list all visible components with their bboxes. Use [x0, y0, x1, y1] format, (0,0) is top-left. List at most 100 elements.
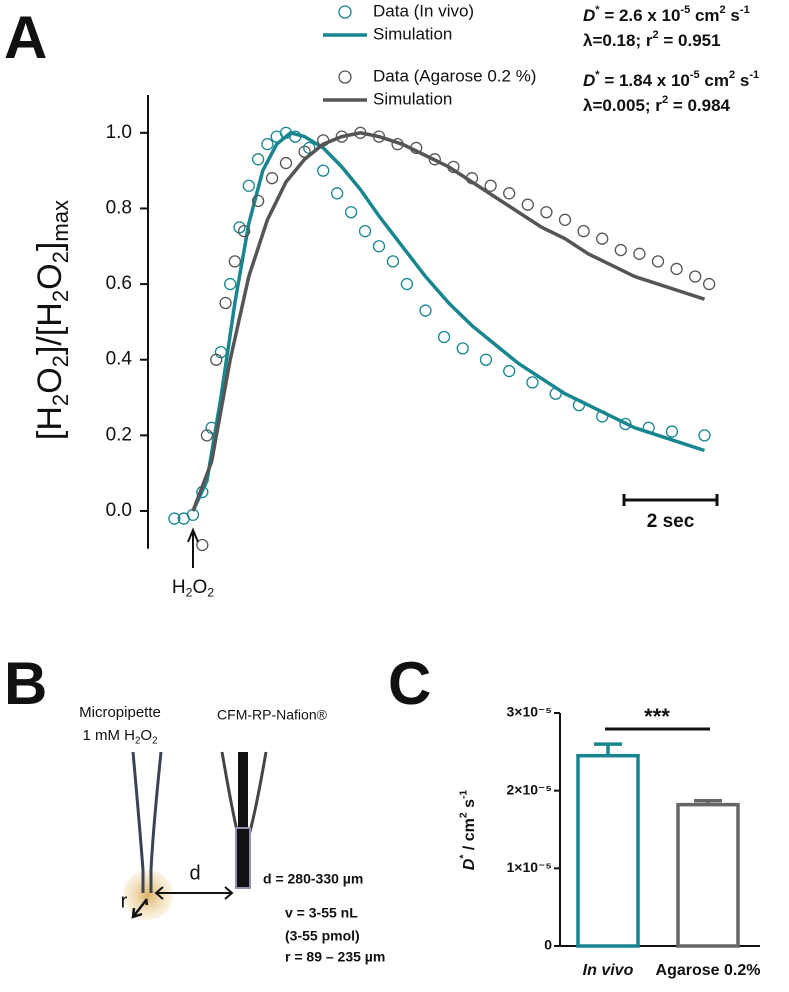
legend-label: Data (In vivo) [373, 1, 474, 20]
data-point [344, 206, 358, 219]
error-bar [594, 742, 622, 756]
electrode-tip [235, 827, 251, 889]
data-point [479, 353, 493, 366]
distance-arrow [154, 886, 234, 900]
data-point [200, 429, 214, 442]
data-point [219, 296, 232, 310]
data-point [330, 187, 344, 200]
data-point [228, 255, 242, 268]
data-point [358, 224, 372, 238]
text-run: -5 [680, 4, 690, 16]
data-point [503, 364, 516, 378]
fit-annotation: λ=0.005; r2 = 0.984 [583, 94, 731, 115]
legend-marker [338, 70, 352, 84]
text-run: ] [31, 242, 69, 251]
text-run: = 0.984 [668, 96, 730, 115]
data-point [698, 429, 711, 442]
text-run: 1 mM H [82, 727, 135, 744]
data-point [210, 353, 223, 366]
text-run: = 2.6 x 10 [600, 6, 681, 25]
data-point [651, 255, 665, 268]
text-run: D [583, 71, 595, 90]
pipette-wall [131, 751, 145, 893]
text-run: 2 [458, 812, 469, 818]
text-run: 2 [720, 4, 726, 16]
electrode-wall [220, 751, 240, 836]
text-run: 2 [48, 394, 73, 406]
data-point [437, 330, 451, 344]
text-run: 2 [652, 29, 658, 41]
data-point [689, 270, 702, 283]
data-point [261, 138, 274, 151]
text-run: cm [700, 71, 729, 90]
y-tick-label: 0.8 [106, 197, 132, 218]
data-point [251, 194, 265, 208]
data-point [237, 224, 251, 238]
y-tick-label: 0 [544, 937, 552, 953]
text-run: s [726, 6, 740, 25]
significance-label: *** [644, 704, 670, 729]
data-point [251, 153, 265, 166]
radius-symbol: r [121, 890, 128, 912]
legend-label: Simulation [373, 89, 452, 108]
text-run: O [31, 263, 69, 289]
data-point [419, 304, 432, 317]
legend-label: Data (Agarose 0.2 %) [373, 66, 536, 85]
pipette-label: 1 mM H2O2 [82, 727, 157, 746]
y-tick-label: 3×10⁻⁵ [507, 704, 553, 720]
text-run: 2 [48, 251, 73, 263]
data-point [372, 240, 386, 253]
panel-label: C [388, 650, 431, 717]
text-run: = 1.84 x 10 [600, 71, 690, 90]
y-tick-label: 1×10⁻⁵ [507, 859, 553, 875]
text-run: 2 [729, 69, 735, 81]
data-point [503, 187, 516, 200]
data-point [386, 255, 400, 268]
data-point [521, 198, 534, 211]
simulation-line [191, 130, 706, 512]
simulation-line [191, 131, 706, 512]
pipette-label: Micropipette [79, 704, 161, 721]
text-run: s [735, 71, 749, 90]
legend-marker [338, 5, 352, 19]
x-tick-label: Agarose 0.2% [656, 962, 761, 979]
text-run: D [583, 6, 595, 25]
spec-text: (3-55 pmol) [285, 928, 360, 944]
diagram-b [123, 751, 268, 920]
text-run: 2 [662, 94, 668, 106]
text-run: λ=0.18; r [583, 31, 653, 50]
fit-annotation: λ=0.18; r2 = 0.951 [583, 29, 721, 50]
distance-symbol: d [189, 862, 200, 884]
data-point [670, 262, 683, 276]
data-point [540, 206, 553, 219]
text-run: * [458, 854, 469, 859]
spec-text: d = 280-330 µm [263, 871, 363, 887]
electrode-wall [247, 751, 268, 836]
data-point [614, 243, 627, 257]
bar [676, 802, 740, 948]
text-run: * [595, 69, 600, 81]
data-point [196, 538, 209, 552]
y-tick-label: 0.4 [106, 349, 133, 370]
legend-label: Simulation [373, 24, 452, 43]
radius-arrow [131, 898, 149, 919]
text-run: 2 [152, 735, 157, 746]
text-run: -1 [749, 69, 759, 81]
data-point [484, 179, 497, 192]
electrode-fiber [238, 752, 248, 832]
text-run: -5 [690, 69, 700, 81]
text-run: s [461, 799, 478, 812]
injection-label: H2O2 [172, 577, 214, 600]
text-run: O [31, 367, 69, 393]
injection-arrow [187, 527, 199, 568]
bar [576, 753, 640, 948]
text-run: 2 [48, 355, 73, 367]
text-run: / cm [461, 818, 478, 854]
text-run: O [192, 577, 207, 598]
text-run: D [461, 858, 478, 870]
text-run: * [595, 4, 600, 16]
error-bar [694, 799, 722, 805]
scale-bar [622, 494, 719, 506]
text-run: 2 [186, 586, 193, 600]
text-run: -1 [458, 790, 469, 799]
